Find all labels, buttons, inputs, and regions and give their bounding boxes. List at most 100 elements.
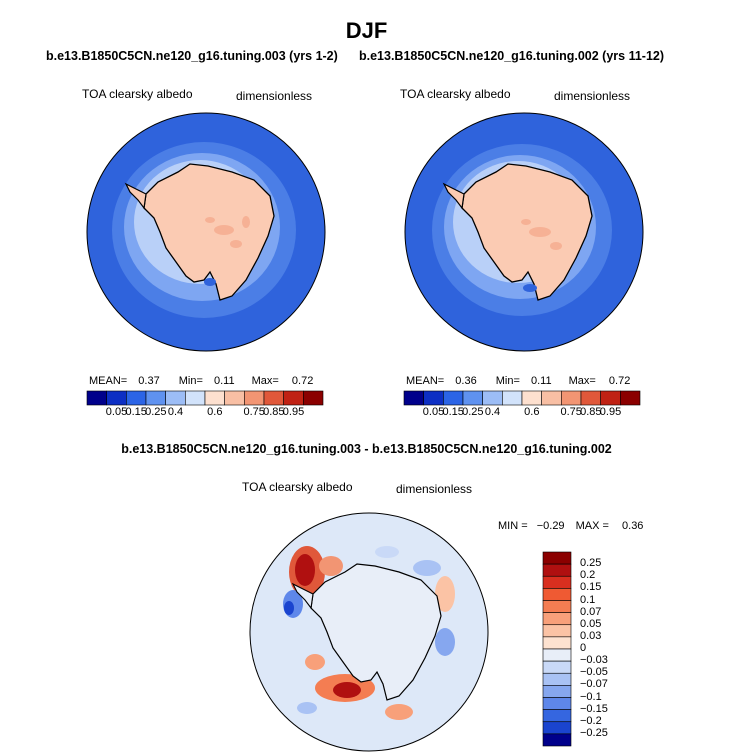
colorbar-box bbox=[423, 390, 444, 406]
max-label: MAX = bbox=[575, 520, 609, 532]
colorbar-box bbox=[303, 390, 324, 406]
colorbar-label: −0.1 bbox=[580, 690, 602, 703]
difference-colorbar-labels: 0.25 0.2 0.15 0.1 0.07 0.05 0.03 0 −0.03 −0.05 −0.… bbox=[580, 552, 640, 746]
antarctic-peninsula bbox=[442, 182, 465, 210]
colorbar-label: 0.15 bbox=[442, 406, 464, 418]
map-border bbox=[249, 512, 489, 752]
antarctica-landmass bbox=[310, 563, 442, 701]
colorbar-label: 0.2 bbox=[580, 569, 596, 582]
colorbar-label: −0.03 bbox=[580, 654, 608, 667]
min-value: 0.11 bbox=[530, 375, 552, 387]
panel-left-variable: TOA clearsky albedo bbox=[82, 87, 193, 101]
colorbar-box bbox=[86, 390, 107, 406]
colorbar-box bbox=[561, 390, 582, 406]
colorbar-box bbox=[462, 390, 483, 406]
difference-minmax: MIN = −0.29 MAX = 0.36 bbox=[498, 520, 643, 532]
colorbar-label: −0.2 bbox=[580, 714, 602, 727]
max-label: Max= bbox=[251, 375, 279, 387]
colorbar-box bbox=[165, 390, 186, 406]
colorbar-box bbox=[580, 390, 601, 406]
panel-right-colorbar bbox=[403, 390, 641, 406]
map-border bbox=[86, 112, 326, 352]
colorbar-box bbox=[542, 588, 572, 601]
panel-left-colorbar-labels: 0.05 0.15 0.25 0.4 0.6 0.75 0.85 0.95 bbox=[87, 406, 323, 420]
negative-anomalies bbox=[283, 546, 455, 714]
colorbar-label: 0.75 bbox=[243, 406, 265, 418]
antarctic-peninsula bbox=[291, 582, 314, 610]
colorbar-box bbox=[542, 563, 572, 577]
mean-value: 0.36 bbox=[455, 375, 477, 387]
mean-label: MEAN= bbox=[406, 375, 445, 387]
panel-right-case-title: b.e13.B1850C5CN.ne120_g16.tuning.002 (yr… bbox=[359, 49, 665, 63]
colorbar-box bbox=[283, 390, 304, 406]
colorbar-label: 0.03 bbox=[580, 629, 602, 642]
colorbar-box bbox=[244, 390, 265, 406]
colorbar-box bbox=[542, 660, 572, 674]
antarctica-landmass bbox=[143, 163, 275, 301]
colorbar-box bbox=[263, 390, 284, 406]
colorbar-box bbox=[185, 390, 206, 406]
difference-variable: TOA clearsky albedo bbox=[242, 480, 353, 494]
colorbar-label: 0.25 bbox=[145, 406, 167, 418]
colorbar-label: 0.05 bbox=[422, 406, 445, 418]
difference-title: b.e13.B1850C5CN.ne120_g16.tuning.003 - b… bbox=[121, 442, 612, 456]
colorbar-box bbox=[224, 390, 245, 406]
colorbar-box bbox=[542, 733, 572, 747]
max-label: Max= bbox=[568, 375, 596, 387]
colorbar-label: 0.95 bbox=[599, 406, 622, 418]
colorbar-box bbox=[482, 390, 503, 406]
min-value: 0.11 bbox=[213, 375, 235, 387]
ross-sea-blue-patch bbox=[204, 278, 216, 286]
colorbar-box bbox=[542, 709, 572, 723]
panel-right-units: dimensionless bbox=[554, 89, 631, 103]
difference-colorbar bbox=[542, 551, 572, 747]
colorbar-label: 0.25 bbox=[580, 557, 602, 570]
colorbar-box bbox=[204, 390, 225, 406]
colorbar-label: −0.05 bbox=[580, 666, 608, 679]
colorbar-label: 0.15 bbox=[580, 581, 602, 594]
colorbar-label: 0.4 bbox=[484, 406, 501, 418]
colorbar-box bbox=[443, 390, 464, 406]
mean-label: MEAN= bbox=[89, 375, 128, 387]
page-title: DJF bbox=[345, 18, 388, 43]
min-label: MIN = bbox=[498, 520, 528, 532]
colorbar-box bbox=[126, 390, 147, 406]
colorbar-box bbox=[542, 636, 572, 650]
colorbar-box bbox=[542, 551, 572, 565]
max-value: 0.72 bbox=[608, 375, 631, 387]
colorbar-box bbox=[106, 390, 127, 406]
colorbar-label: −0.15 bbox=[580, 702, 608, 715]
colorbar-box bbox=[542, 600, 572, 613]
panel-right-stats: MEAN= 0.36 Min= 0.11 Max= 0.72 bbox=[406, 375, 630, 387]
panel-left-map bbox=[86, 112, 326, 352]
antarctic-peninsula bbox=[124, 182, 147, 210]
colorbar-label: 0.85 bbox=[580, 406, 602, 418]
colorbar-box bbox=[541, 390, 562, 406]
mean-value: 0.37 bbox=[138, 375, 160, 387]
max-value: 0.72 bbox=[291, 375, 314, 387]
land-darker-patches bbox=[205, 216, 250, 248]
panel-left-stats: MEAN= 0.37 Min= 0.11 Max= 0.72 bbox=[89, 375, 313, 387]
colorbar-label: 0.6 bbox=[524, 406, 540, 418]
colorbar-label: 0.05 bbox=[580, 617, 602, 630]
panel-right-map bbox=[404, 112, 644, 352]
colorbar-label: 0.6 bbox=[207, 406, 223, 418]
panel-left-case-title: b.e13.B1850C5CN.ne120_g16.tuning.003 (yr… bbox=[46, 49, 338, 63]
colorbar-label: 0.1 bbox=[580, 593, 596, 606]
colorbar-box bbox=[542, 672, 572, 686]
difference-map bbox=[249, 512, 489, 752]
ross-sea-blue-patch bbox=[523, 284, 537, 292]
colorbar-label: 0.4 bbox=[167, 406, 184, 418]
colorbar-label: 0.05 bbox=[105, 406, 128, 418]
colorbar-box bbox=[620, 390, 641, 406]
panel-left-colorbar bbox=[86, 390, 324, 406]
min-label: Min= bbox=[495, 375, 520, 387]
colorbar-box bbox=[502, 390, 523, 406]
colorbar-label: 0 bbox=[580, 642, 587, 654]
colorbar-box bbox=[600, 390, 621, 406]
panel-right-variable: TOA clearsky albedo bbox=[400, 87, 511, 101]
min-value: −0.29 bbox=[536, 520, 565, 532]
colorbar-box bbox=[542, 612, 572, 626]
colorbar-box bbox=[542, 721, 572, 735]
colorbar-label: 0.25 bbox=[462, 406, 484, 418]
